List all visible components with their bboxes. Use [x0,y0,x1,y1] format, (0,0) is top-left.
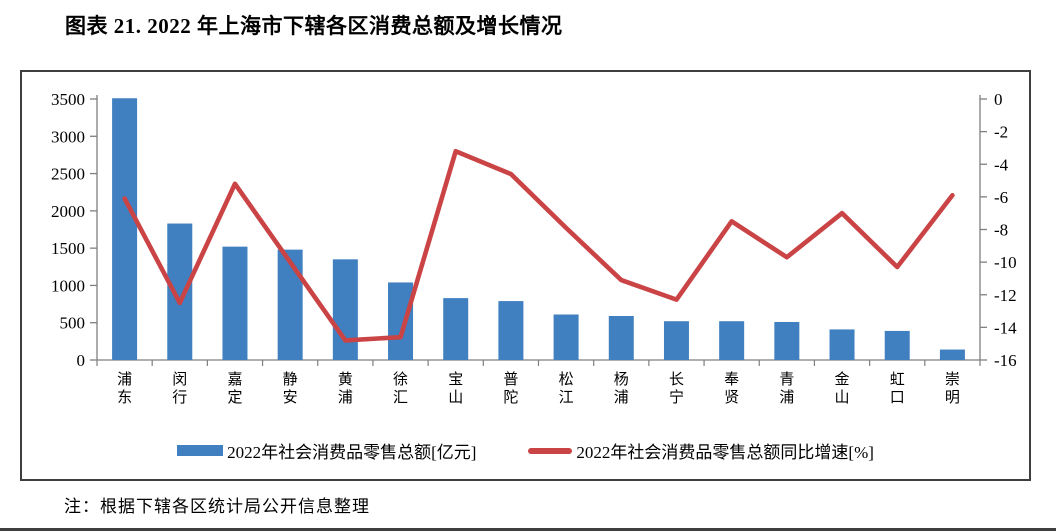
category-label-崇明: 崇明 [945,371,960,406]
category-label-青浦: 青浦 [779,371,794,406]
category-label-嘉定: 嘉定 [227,371,242,406]
left-axis-tick-label: 1000 [51,276,85,295]
category-label-黄浦: 黄浦 [338,371,353,406]
right-axis-tick-label: -12 [994,286,1017,305]
chart-title: 图表 21. 2022 年上海市下辖各区消费总额及增长情况 [65,14,563,38]
bar-长宁 [663,321,689,360]
left-axis-tick-label: 2000 [51,202,85,221]
bar-黄浦 [332,259,358,360]
bar-闵行 [167,223,193,360]
bar-金山 [829,329,855,360]
left-axis-tick-label: 0 [77,351,86,370]
category-label-静安: 静安 [283,371,298,406]
bar-浦东 [112,98,138,361]
right-axis-tick-label: -2 [994,123,1008,142]
right-axis-tick-label: -8 [994,221,1008,240]
line-series-label: 2022年社会消费品零售总额同比增速[%] [576,443,874,462]
left-axis-tick-label: 500 [60,314,86,333]
bar-嘉定 [222,246,248,360]
bottom-rule [0,528,1056,531]
left-axis-tick-label: 2500 [51,165,85,184]
right-axis-tick-label: -4 [994,155,1009,174]
category-label-普陀: 普陀 [503,371,518,406]
bar-杨浦 [608,316,634,360]
left-axis-tick-label: 3000 [51,127,85,146]
chart-svg: 0 500 1000 1500 2000 2500 3000 3500 0 -2 -4 -6 -8 -10… [51,90,1017,406]
right-axis-tick-label: -16 [994,351,1017,370]
legend-item-line: 2022年社会消费品零售总额同比增速[%] [528,438,874,463]
right-axis-tick-label: -6 [994,188,1008,207]
bar-崇明 [939,349,965,360]
category-label-徐汇: 徐汇 [393,371,408,406]
chart-legend: 2022年社会消费品零售总额[亿元] 2022年社会消费品零售总额同比增速[%] [22,438,1029,463]
category-label-杨浦: 杨浦 [614,371,629,406]
bar-青浦 [774,321,800,360]
right-axis-tick-label: 0 [994,90,1003,109]
left-axis-tick-label: 1500 [51,239,85,258]
category-label-松江: 松江 [559,371,574,406]
category-label-金山: 金山 [835,371,850,406]
category-label-奉贤: 奉贤 [724,370,739,406]
bar-徐汇 [388,282,414,360]
bar-静安 [277,249,303,360]
left-axis-tick-label: 3500 [51,90,85,109]
chart-frame: 0 500 1000 1500 2000 2500 3000 3500 0 -2 -4 -6 -8 -10… [20,70,1031,481]
category-label-浦东: 浦东 [117,371,132,406]
bar-虹口 [884,330,910,360]
category-label-闵行: 闵行 [172,371,187,406]
category-label-宝山: 宝山 [448,371,463,406]
bar-宝山 [443,298,469,360]
source-note: 注：根据下辖各区统计局公开信息整理 [64,497,370,516]
legend-item-bar: 2022年社会消费品零售总额[亿元] [177,438,476,463]
right-axis-tick-label: -10 [994,253,1017,272]
right-axis-tick-label: -14 [994,318,1017,337]
growth-line [122,148,955,343]
bar-松江 [553,314,579,360]
category-label-长宁: 长宁 [669,371,684,406]
line-series-swatch [528,447,573,454]
bar-普陀 [498,301,524,360]
bar-奉贤 [719,321,745,360]
bar-series-label: 2022年社会消费品零售总额[亿元] [227,443,477,462]
category-label-虹口: 虹口 [890,371,905,406]
bar-series-swatch [177,445,224,456]
